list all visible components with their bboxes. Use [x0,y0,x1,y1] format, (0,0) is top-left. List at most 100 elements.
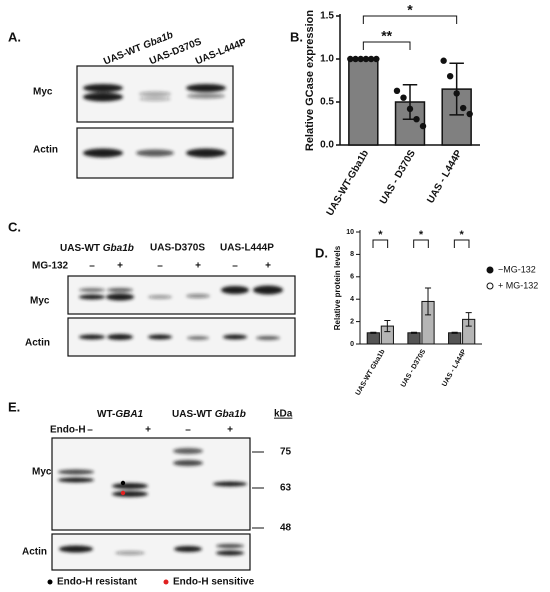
significance-bracket [372,239,389,248]
treatment-sign: – [232,261,238,272]
treatment-label: Endo-H [50,425,86,436]
bar [348,58,379,146]
data-point [459,104,467,112]
data-point [357,55,364,63]
data-point [466,110,473,118]
sensitive-dot [120,490,126,496]
x-tick-label: UAS - D370S [400,348,427,389]
lane-label: UAS-WT Gba1b [172,409,246,420]
treatment-sign: + [195,261,201,272]
y-axis-label: Relative protein levels [333,245,342,330]
x-tick-label: UAS - L444P [441,348,468,388]
panel-label: B. [290,29,303,44]
treatment-sign: + [227,425,233,436]
y-tick-label: 0.5 [320,97,334,108]
significance-bracket [362,15,458,24]
legend-marker [486,266,494,274]
data-point [393,87,401,95]
data-point [367,55,375,63]
data-point [419,122,427,130]
row-label: Actin [22,547,47,558]
x-tick-label: UAS - D370S [378,148,418,206]
legend-marker [486,282,494,290]
error-bar [465,312,472,327]
x-tick-label: UAS - L444P [425,148,464,205]
bar [407,332,421,345]
significance-label: * [460,229,465,241]
error-bar [451,331,458,334]
lane-label: UAS-L444P [194,37,248,68]
lane-label: UAS-L444P [220,243,274,254]
lane-text: UAS-WT [102,41,146,67]
row-label: Myc [30,296,50,307]
treatment-sign: + [117,261,123,272]
data-point [453,90,460,97]
legend-label: + MG-132 [498,280,538,290]
treatment-sign: – [87,425,93,436]
error-bar [370,331,377,334]
row-label: Myc [33,87,53,98]
panel-label: D. [315,245,328,260]
y-tick-label: 1.0 [320,54,334,65]
legend-label: Endo-H resistant [57,577,138,588]
significance-label: * [419,229,424,241]
legend-label: Endo-H sensitive [173,577,255,588]
treatment-sign: – [89,261,95,272]
treatment-sign: + [265,261,271,272]
legend-dot [163,579,169,585]
error-bar [384,319,391,333]
data-point [352,55,359,63]
x-tick-label: UAS-WT Gba1b [355,348,387,396]
marker-label: 48 [280,523,292,534]
data-point [406,105,414,113]
data-point [362,55,370,63]
lane-label: UAS-WT Gba1b [60,243,134,254]
significance-bracket [413,239,429,248]
lane-text: Gba1b [215,409,246,420]
error-bar [424,287,432,316]
y-tick-label: 6 [350,274,354,281]
treatment-sign: – [157,261,163,272]
marker-label: 63 [280,483,292,494]
lane-label: WT-GBA1 [97,409,144,420]
unit-label: kDa [274,409,293,420]
y-tick-label: 10 [346,229,354,236]
data-point [373,55,380,63]
resistant-dot [120,480,126,486]
panel-label: C. [8,219,21,234]
bands [58,448,247,556]
y-tick-label: 8 [350,251,354,258]
panel-label: E. [8,399,20,414]
lane-label: UAS-D370S [150,243,205,254]
data-point [413,116,420,123]
lane-text: WT- [97,409,115,420]
y-tick-label: 1.5 [320,11,334,22]
panel-label: A. [8,29,21,44]
lane-text: GBA1 [115,409,143,420]
lane-text: UAS-WT [172,409,215,420]
significance-bracket [362,41,411,50]
lane-text: Gba1b [103,243,134,254]
data-point [400,94,407,101]
x-tick-label: UAS-WT-Gba1b [325,148,371,217]
data-point [347,55,354,63]
markers [252,451,264,529]
bar [448,332,462,345]
y-tick-label: 0 [350,341,354,348]
bar [366,332,380,345]
bands [79,285,283,340]
error-bar [449,62,464,116]
bands [83,84,226,158]
y-tick-label: 2 [350,318,354,325]
y-axis-label: Relative GCase expression [304,10,316,152]
significance-label: ** [381,28,392,44]
marker-label: 75 [280,447,292,458]
significance-label: * [407,2,413,18]
y-tick-label: 0.0 [320,140,334,151]
error-bar [410,331,418,334]
row-label: Actin [33,145,58,156]
legend-dot [47,579,53,585]
lane-text: UAS-WT [60,243,103,254]
blot [51,533,251,571]
